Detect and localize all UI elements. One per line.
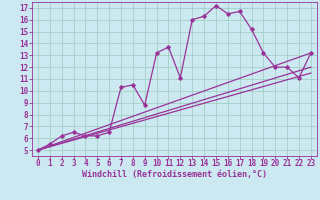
X-axis label: Windchill (Refroidissement éolien,°C): Windchill (Refroidissement éolien,°C) — [82, 170, 267, 179]
